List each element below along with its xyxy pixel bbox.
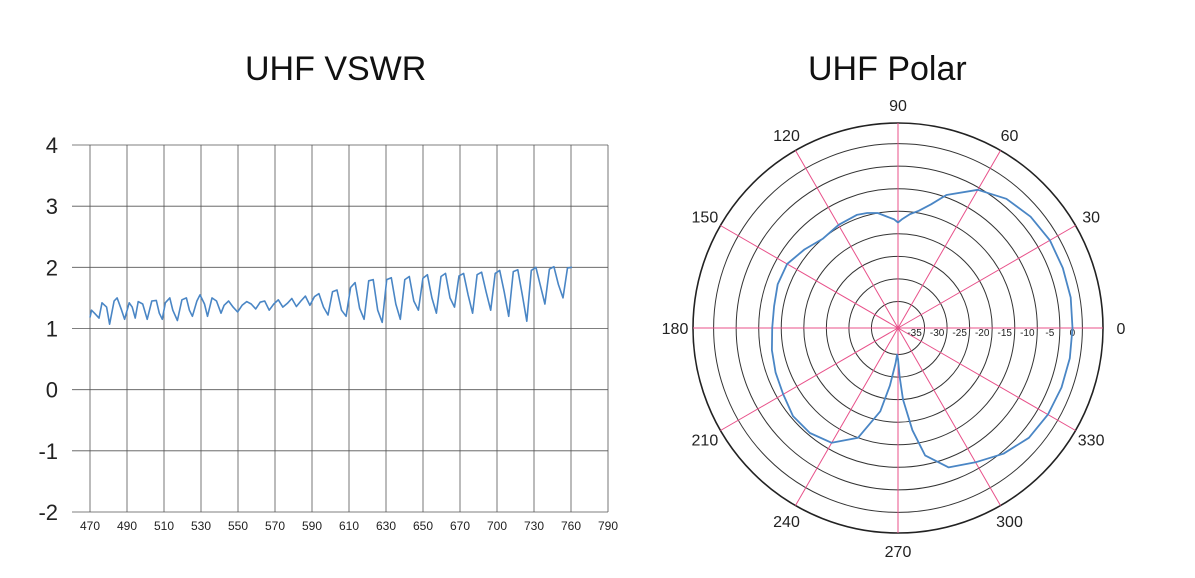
- vswr-y-tick-label: 2: [46, 255, 58, 280]
- vswr-x-tick-label: 490: [117, 519, 137, 533]
- vswr-x-tick-label: 510: [154, 519, 174, 533]
- polar-angle-label: 120: [773, 128, 800, 145]
- vswr-x-tick-label: 790: [598, 519, 618, 533]
- polar-chart: 0 30 60 90 120 150 180 210 240 270 300 330 -35 -30 -25…: [662, 98, 1126, 561]
- vswr-x-tick-label: 570: [265, 519, 285, 533]
- polar-spoke: [897, 225, 1076, 329]
- polar-radial-label: -35: [907, 328, 922, 339]
- vswr-y-tick-label: -1: [38, 439, 58, 464]
- vswr-x-tick-label: 700: [487, 519, 507, 533]
- polar-angle-label: 180: [662, 321, 689, 338]
- vswr-x-tick-label: 470: [80, 519, 100, 533]
- vswr-y-tick-label: 4: [46, 133, 58, 158]
- vswr-y-tick-label: -2: [38, 500, 58, 525]
- polar-angle-label: 210: [692, 433, 719, 450]
- vswr-y-tick-label: 3: [46, 194, 58, 219]
- vswr-chart-title: UHF VSWR: [245, 50, 427, 88]
- polar-spoke: [897, 327, 1076, 431]
- polar-radial-label: -25: [952, 328, 967, 339]
- vswr-x-tick-label: 650: [413, 519, 433, 533]
- vswr-x-tick-label: 630: [376, 519, 396, 533]
- polar-radial-label: -15: [998, 328, 1013, 339]
- vswr-x-tick-label: 550: [228, 519, 248, 533]
- polar-angle-label: 150: [692, 210, 719, 227]
- vswr-chart: 4 3 2 1 0 -1 -2 470 490 510 530 550 570 590 610 630 650 6…: [38, 133, 618, 533]
- vswr-x-tick-label: 730: [524, 519, 544, 533]
- polar-chart-title: UHF Polar: [808, 50, 967, 88]
- polar-spoke: [720, 327, 899, 431]
- vswr-series-line: [89, 265, 573, 326]
- polar-angle-label: 60: [1001, 128, 1019, 145]
- vswr-x-tick-label: 670: [450, 519, 470, 533]
- polar-spoke: [795, 327, 899, 506]
- polar-angle-label: 240: [773, 514, 800, 531]
- polar-angle-label: 0: [1117, 321, 1126, 338]
- vswr-y-tick-label: 1: [46, 317, 58, 342]
- vswr-x-tick-label: 610: [339, 519, 359, 533]
- polar-radial-label: -5: [1045, 328, 1054, 339]
- polar-radial-label: -10: [1020, 328, 1035, 339]
- polar-angle-label: 90: [889, 98, 907, 115]
- polar-angle-label: 330: [1078, 433, 1105, 450]
- polar-angle-label: 30: [1082, 210, 1100, 227]
- polar-spoke: [795, 150, 899, 329]
- polar-spoke: [720, 225, 899, 329]
- vswr-y-tick-label: 0: [46, 378, 58, 403]
- vswr-x-tick-label: 590: [302, 519, 322, 533]
- polar-angle-label: 270: [885, 544, 912, 561]
- polar-radial-label: -30: [930, 328, 945, 339]
- vswr-x-tick-label: 760: [561, 519, 581, 533]
- polar-angle-label: 300: [996, 514, 1023, 531]
- vswr-x-tick-label: 530: [191, 519, 211, 533]
- polar-spoke: [897, 327, 1001, 506]
- polar-spoke: [897, 150, 1001, 329]
- polar-series-line: [771, 188, 1074, 469]
- polar-radial-label: -20: [975, 328, 990, 339]
